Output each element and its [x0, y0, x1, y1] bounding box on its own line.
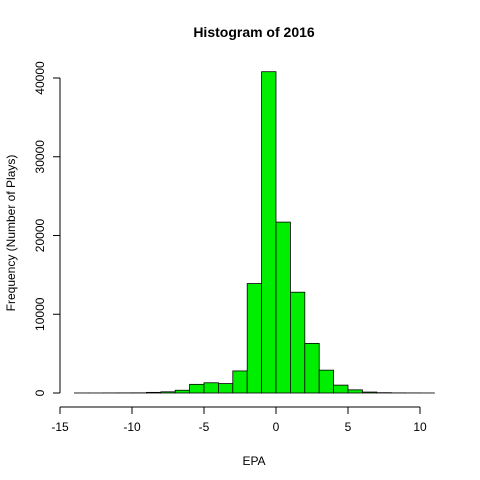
histogram-bar: [174, 389, 190, 394]
histogram-bar: [217, 383, 234, 394]
histogram-bar: [289, 291, 306, 394]
x-tick-label: -15: [51, 420, 69, 434]
histogram-bar: [304, 342, 320, 394]
histogram-bars: [74, 71, 435, 394]
x-tick-label: 5: [345, 420, 352, 434]
x-axis-label: EPA: [242, 454, 265, 468]
y-tick-label: 0: [33, 389, 47, 396]
x-axis-ticks: -15 -10 -5 0 5 10: [51, 407, 427, 434]
histogram-bar: [333, 384, 349, 394]
y-tick-label: 40000: [33, 61, 47, 95]
histogram-bar: [261, 71, 277, 394]
histogram-bar: [189, 383, 205, 394]
y-tick-label: 30000: [33, 140, 47, 174]
x-tick-label: 10: [413, 420, 427, 434]
y-tick-label: 20000: [33, 218, 47, 252]
histogram-bar: [160, 391, 176, 394]
histogram-bar: [347, 389, 363, 394]
y-tick-label: 10000: [33, 297, 47, 331]
y-axis-label: Frequency (Number of Plays): [4, 155, 18, 312]
histogram-bar: [275, 221, 291, 394]
histogram-bar: [361, 391, 378, 394]
histogram-bar: [232, 370, 248, 394]
x-tick-label: -10: [123, 420, 141, 434]
x-tick-label: 0: [273, 420, 280, 434]
histogram-bar: [145, 391, 162, 394]
y-axis-ticks: 0 10000 20000 30000 40000: [33, 61, 60, 396]
histogram-bar: [246, 283, 262, 394]
histogram-bar: [318, 369, 335, 394]
x-tick-label: -5: [199, 420, 210, 434]
chart-title: Histogram of 2016: [193, 24, 315, 40]
histogram-bar: [203, 382, 219, 394]
